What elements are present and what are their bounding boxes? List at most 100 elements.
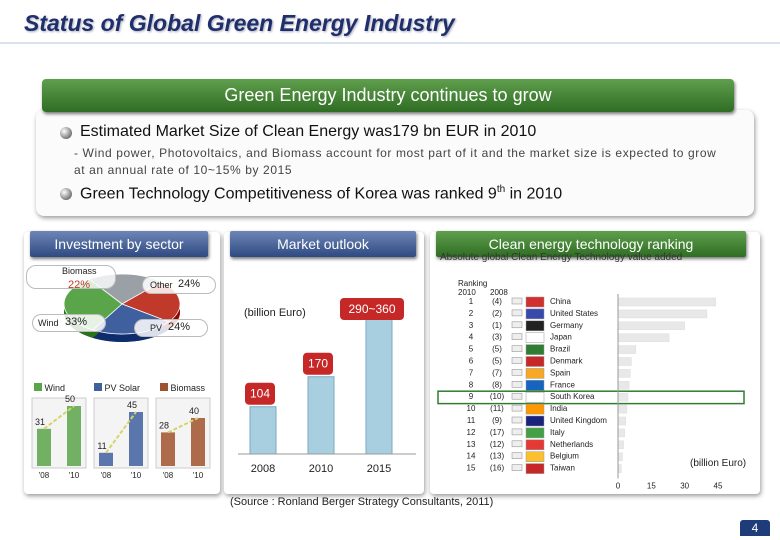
rank-change-icon <box>511 428 523 436</box>
ordinal-suffix: th <box>496 184 506 195</box>
market-bars: 2008 104 2010 170 2015 290~360 <box>238 298 416 475</box>
mini-year-label: '08 <box>163 471 174 480</box>
rank-2010: 8 <box>469 380 474 389</box>
summary-box <box>36 110 754 216</box>
headline-banner: Green Energy Industry continues to grow <box>42 79 734 112</box>
ranking-col-label: Ranking <box>458 279 488 288</box>
rank-axis-tick: 30 <box>680 482 689 491</box>
rank-axis-tick: 0 <box>616 482 621 491</box>
flag-icon <box>525 296 545 308</box>
legend-wind-label: Wind <box>44 383 66 393</box>
mini-year-label: '10 <box>131 471 142 480</box>
flag-icon <box>525 391 545 403</box>
market-value-label: 170 <box>308 357 328 371</box>
rank-2008: (9) <box>492 416 502 425</box>
legend-biomass: Biomass <box>160 383 205 393</box>
rank-bar <box>617 321 685 331</box>
rank-bar <box>617 369 631 378</box>
summary-point-1: Estimated Market Size of Clean Energy wa… <box>80 123 537 140</box>
rank-2008: (5) <box>492 357 502 366</box>
ranking-panel <box>430 232 760 494</box>
flag-icon <box>525 451 545 462</box>
rank-2008: (1) <box>492 321 502 330</box>
rank-2008: (17) <box>490 428 505 437</box>
rank-2008: (4) <box>492 297 502 306</box>
rank-2010: 10 <box>467 404 476 413</box>
source-note: (Source : Ronland Berger Strategy Consul… <box>230 496 494 508</box>
rank-bar <box>617 345 637 354</box>
bullet-icon <box>60 127 72 139</box>
flag-icon <box>525 415 545 427</box>
rank-bar <box>617 392 629 402</box>
rank-2008: (3) <box>492 333 502 342</box>
rank-country: India <box>550 404 568 413</box>
mini-year-label: '10 <box>69 471 80 480</box>
flag-icon <box>525 320 545 332</box>
rank-2010: 4 <box>469 333 474 342</box>
rank-change-icon <box>511 381 523 388</box>
rank-change-icon <box>511 440 523 448</box>
flag-icon <box>525 332 545 343</box>
legend-pv: PV Solar <box>94 383 140 393</box>
pie-label-pv: PV <box>150 323 163 333</box>
bullet-icon <box>60 188 72 200</box>
legend-biomass-label: Biomass <box>170 383 206 393</box>
ranking-rows: 1 (4) China 2 (2) United States 3 (1) Germany 4 (3… <box>437 294 745 491</box>
rank-2010: 12 <box>467 428 476 437</box>
rank-country: Italy <box>550 428 565 437</box>
rank-2010: 3 <box>469 321 474 330</box>
mini-year-label: '08 <box>101 471 112 480</box>
ranking-subtitle: Absolute global Clean Energy Technology … <box>440 252 683 263</box>
rank-bar <box>617 357 632 366</box>
pie-value-pv: 24% <box>168 321 191 333</box>
market-value-label: 290~360 <box>348 302 395 316</box>
mini-trend-line <box>167 417 199 434</box>
rank-2010: 7 <box>469 368 474 377</box>
summary-point-1-detail: - Wind power, Photovoltaics, and Biomass… <box>74 146 717 177</box>
rank-bar <box>617 428 625 438</box>
ranking-col-2010: 2010 <box>458 288 476 297</box>
rank-2010: 6 <box>469 357 474 366</box>
page-title: Status of Global Green Energy Industry <box>24 10 455 36</box>
rank-2008: (5) <box>492 345 502 354</box>
pie-value-wind: 33% <box>65 316 88 328</box>
mini-trend-line <box>105 411 137 454</box>
rank-country: Denmark <box>550 357 583 366</box>
summary-point-2-tail: in 2010 <box>509 185 563 203</box>
mini-value-label: 28 <box>159 420 169 430</box>
mini-value-label: 11 <box>97 441 106 451</box>
flag-icon <box>525 344 545 355</box>
market-year-label: 2010 <box>309 463 333 475</box>
rank-change-icon <box>511 416 523 424</box>
rank-change-icon <box>511 464 523 471</box>
pie-label-wind: Wind <box>38 318 59 328</box>
rank-2010: 15 <box>467 464 476 473</box>
rank-country: Spain <box>550 368 570 377</box>
mini-bar-biomass <box>191 418 205 466</box>
summary-point-2-text: Green Technology Competitiveness of Kore… <box>80 185 497 203</box>
rank-change-icon <box>511 369 523 376</box>
mini-trend-line <box>43 405 75 430</box>
rank-country: Taiwan <box>550 464 575 473</box>
highlight-frame <box>437 390 745 405</box>
pie-value-other: 24% <box>178 278 201 290</box>
rank-country: United States <box>550 309 598 318</box>
market-bar-2015 <box>365 305 393 455</box>
wind-swatch-icon <box>34 383 42 391</box>
flag-icon <box>525 308 545 320</box>
biomass-callout <box>26 265 116 289</box>
legend-wind: Wind <box>34 383 65 393</box>
rank-bar <box>617 452 623 461</box>
rank-change-icon <box>511 345 523 352</box>
pv-swatch-icon <box>94 383 102 391</box>
rank-change-icon <box>511 333 523 340</box>
rank-bar <box>617 416 627 426</box>
other-callout <box>142 276 216 294</box>
rank-country: China <box>550 297 571 306</box>
mini-bar-wind <box>67 406 81 466</box>
investment-header: Investment by sector <box>30 231 208 257</box>
title-divider <box>0 42 780 44</box>
rank-2008: (12) <box>490 440 505 449</box>
biomass-swatch-icon <box>160 383 168 391</box>
rank-2010: 14 <box>467 452 476 461</box>
